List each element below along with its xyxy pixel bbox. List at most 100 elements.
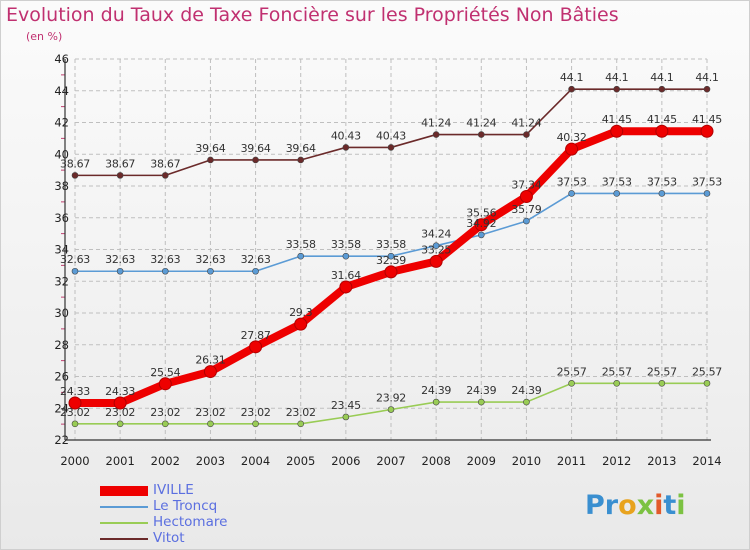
- data-label: 25.54: [150, 366, 180, 379]
- data-point: [294, 317, 308, 331]
- data-point: [610, 124, 624, 138]
- legend-label: Hectomare: [153, 514, 228, 530]
- data-point: [477, 398, 485, 406]
- data-label: 35.79: [511, 203, 541, 216]
- data-label: 29.3: [289, 306, 313, 319]
- x-tick-label: 2010: [512, 454, 541, 468]
- data-label: 32.63: [105, 253, 135, 266]
- x-tick-label: 2012: [602, 454, 631, 468]
- data-point: [613, 85, 621, 93]
- y-tick-label: 30: [54, 306, 69, 320]
- data-point: [207, 420, 214, 428]
- data-label-layer: 24.33 24.33 25.54 26.31 27.87 29.3 31.64 32.59 3…: [60, 71, 723, 419]
- data-point: [568, 380, 575, 387]
- data-label: 32.59: [376, 254, 406, 267]
- data-label: 31.64: [331, 269, 361, 282]
- data-label: 37.53: [692, 175, 722, 188]
- data-label: 32.63: [195, 253, 225, 266]
- data-point: [613, 190, 621, 197]
- data-label: 33.58: [331, 238, 361, 251]
- data-point: [116, 172, 124, 179]
- data-point: [703, 380, 711, 387]
- data-label: 39.64: [241, 142, 271, 155]
- data-point: [71, 420, 79, 428]
- data-label: 41.24: [511, 117, 541, 130]
- y-tick-label: 32: [54, 274, 69, 288]
- legend-swatch: [100, 486, 148, 496]
- data-point: [297, 156, 305, 164]
- data-point: [519, 189, 533, 203]
- x-tick-label: 2003: [196, 454, 225, 468]
- data-label: 44.1: [605, 71, 628, 84]
- data-label: 44.1: [695, 71, 718, 84]
- data-label: 34.24: [421, 228, 451, 241]
- logo-letter: r: [604, 490, 619, 521]
- legend-swatch: [100, 506, 148, 508]
- x-tick-label: 2005: [286, 454, 315, 468]
- data-label: 33.25: [421, 243, 451, 256]
- data-point: [568, 190, 575, 197]
- x-tick-label: 2014: [692, 454, 721, 468]
- y-tick-label: 46: [54, 52, 69, 66]
- data-label: 23.02: [286, 406, 316, 419]
- data-point: [71, 172, 79, 179]
- data-label: 32.63: [241, 253, 271, 266]
- data-label: 40.43: [331, 129, 361, 142]
- y-tick-label: 44: [54, 84, 69, 98]
- data-label: 25.57: [692, 365, 722, 378]
- data-point: [700, 124, 714, 138]
- data-point: [474, 218, 488, 232]
- data-label: 34.92: [466, 217, 496, 230]
- data-label: 26.31: [195, 354, 225, 367]
- data-point: [387, 406, 395, 413]
- data-label: 37.53: [557, 175, 587, 188]
- data-label: 27.87: [241, 329, 271, 342]
- data-point: [158, 377, 172, 391]
- data-label: 24.39: [466, 384, 496, 397]
- data-point: [432, 131, 440, 138]
- data-label: 32.63: [150, 253, 180, 266]
- data-label: 40.32: [557, 131, 587, 144]
- data-point: [703, 85, 711, 93]
- data-point: [523, 398, 530, 406]
- data-point: [387, 252, 395, 260]
- data-label: 37.53: [602, 175, 632, 188]
- y-tick-label: 36: [54, 211, 69, 225]
- data-point: [113, 396, 127, 410]
- data-label: 33.58: [286, 238, 316, 251]
- legend-label: Le Troncq: [153, 498, 218, 514]
- data-label: 39.64: [195, 142, 225, 155]
- data-point: [161, 172, 169, 179]
- y-tick-label: 26: [54, 370, 69, 384]
- data-point: [116, 420, 124, 428]
- data-label: 44.1: [650, 71, 673, 84]
- data-point: [342, 413, 350, 421]
- data-point: [207, 267, 214, 275]
- data-label: 23.45: [331, 399, 361, 412]
- data-label: 23.02: [241, 406, 271, 419]
- data-point: [658, 190, 666, 197]
- data-label: 44.1: [560, 71, 583, 84]
- chart-unit-label: (en %): [26, 30, 63, 43]
- data-point: [249, 340, 263, 354]
- logo-letter: t: [663, 490, 677, 521]
- data-label: 24.33: [105, 385, 135, 398]
- data-label: 25.57: [602, 365, 632, 378]
- x-tick-label: 2011: [557, 454, 586, 468]
- data-label: 38.67: [105, 157, 135, 170]
- data-point: [477, 131, 485, 138]
- data-point: [207, 156, 214, 164]
- data-label: 24.39: [511, 384, 541, 397]
- x-tick-label: 2007: [376, 454, 405, 468]
- data-point: [613, 380, 621, 387]
- legend-label: Vitot: [153, 530, 185, 546]
- data-point: [339, 280, 353, 294]
- data-point: [568, 85, 575, 93]
- data-point: [68, 396, 82, 410]
- x-tick-label: 2006: [331, 454, 360, 468]
- data-point: [161, 420, 169, 428]
- logo-letter: i: [654, 490, 664, 521]
- data-label: 24.39: [421, 384, 451, 397]
